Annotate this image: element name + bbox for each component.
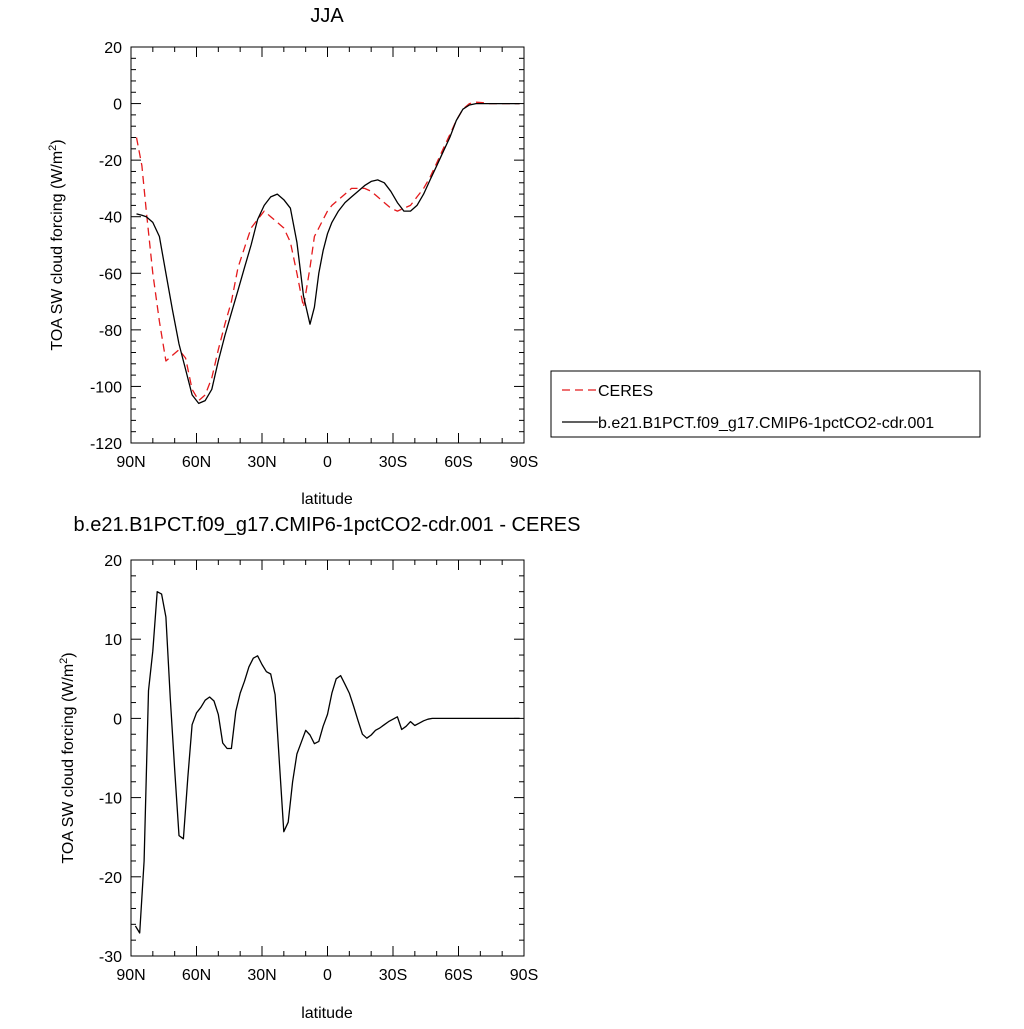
y-tick-label: 0: [113, 97, 122, 114]
series-layer: [134, 591, 520, 934]
series-line-series-0: [134, 591, 520, 934]
x-tick-label: 30S: [379, 967, 407, 984]
chart-title: JJA: [310, 5, 344, 27]
panel-bottom: b.e21.B1PCT.f09_g17.CMIP6-1pctCO2-cdr.00…: [58, 514, 580, 1022]
y-tick-label: 0: [113, 711, 122, 728]
x-tick-label: 60N: [182, 967, 211, 984]
legend-box: [550, 370, 981, 438]
y-axis-label: TOA SW cloud forcing (W/m2): [47, 139, 66, 350]
x-tick-label: 0: [323, 454, 332, 471]
x-tick-label: 90S: [510, 454, 538, 471]
legend-label-ceres: CERES: [598, 383, 653, 400]
x-tick-label: 0: [323, 967, 332, 984]
y-tick-label: -30: [99, 949, 122, 966]
y-tick-label: -120: [90, 436, 122, 453]
y-tick-label: 20: [104, 553, 122, 570]
series-line-ceres: [135, 101, 520, 402]
y-tick-label: -100: [90, 379, 122, 396]
y-axis-label-close: ): [49, 139, 66, 144]
y-tick-label: -60: [99, 266, 122, 283]
x-tick-label: 60N: [182, 454, 211, 471]
x-tick-label: 60S: [444, 967, 472, 984]
y-axis-label-superscript: 2: [58, 658, 70, 664]
y-axis-label-main: TOA SW cloud forcing (W/m: [60, 664, 77, 864]
x-tick-label: 90N: [116, 454, 145, 471]
x-axis-label: latitude: [301, 491, 353, 508]
y-tick-label: -10: [99, 791, 122, 808]
chart-title: b.e21.B1PCT.f09_g17.CMIP6-1pctCO2-cdr.00…: [74, 514, 581, 536]
x-tick-label: 30N: [247, 967, 276, 984]
y-axis-label-superscript: 2: [47, 145, 59, 151]
x-tick-label: 30N: [247, 454, 276, 471]
y-tick-label: -40: [99, 210, 122, 227]
legend: CERES b.e21.B1PCT.f09_g17.CMIP6-1pctCO2-…: [550, 370, 981, 438]
y-axis-label-main: TOA SW cloud forcing (W/m: [49, 151, 66, 351]
y-tick-label: -80: [99, 323, 122, 340]
x-tick-label: 90S: [510, 967, 538, 984]
y-tick-label: 20: [104, 40, 122, 57]
series-line-b-e21-b1pct-f09-g17-cmip6-1pctco2-cdr-001: [136, 102, 520, 405]
legend-label-model: b.e21.B1PCT.f09_g17.CMIP6-1pctCO2-cdr.00…: [598, 415, 934, 432]
plot-frame: [130, 46, 525, 444]
y-tick-label: 10: [104, 632, 122, 649]
x-tick-label: 90N: [116, 967, 145, 984]
y-tick-label: -20: [99, 870, 122, 887]
y-tick-label: -20: [99, 153, 122, 170]
x-tick-label: 60S: [444, 454, 472, 471]
y-axis-label-close: ): [60, 652, 77, 657]
x-tick-label: 30S: [379, 454, 407, 471]
x-axis-label: latitude: [301, 1005, 353, 1022]
y-axis-label: TOA SW cloud forcing (W/m2): [58, 652, 77, 863]
series-layer: [135, 101, 520, 405]
